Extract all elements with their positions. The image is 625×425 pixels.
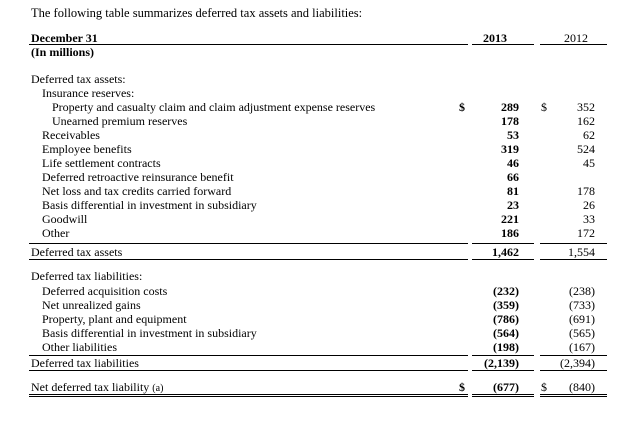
assets-subtotal-rule-2013 [472,243,534,244]
net-currency-2012: $ [541,380,547,394]
liability-row-2012: (565) [569,326,595,340]
liabilities-total-rule [29,370,468,371]
table-caption: The following table summarizes deferred … [31,6,363,20]
asset-row-2013: 23 [507,198,519,212]
liabilities-subtotal-rule-2012 [540,355,607,356]
asset-row-2013: 186 [501,226,519,240]
net-liability-footnote: (a) [152,383,164,394]
assets-section-title: Deferred tax assets: [31,72,126,86]
asset-row-2012: 33 [583,212,595,226]
assets-subtotal-rule-2012 [540,243,607,244]
insurance-reserves-subtitle: Insurance reserves: [42,86,135,100]
asset-row-2013: 81 [507,184,519,198]
asset-row-2012: 524 [577,142,595,156]
asset-row-2013: 221 [501,212,519,226]
assets-subtotal-rule [29,243,468,244]
assets-total-rule [29,259,468,260]
liability-row-label: Deferred acquisition costs [42,284,168,298]
liability-row-2013: (786) [493,312,519,326]
asset-row-2012: 62 [583,128,595,142]
asset-row-label: Life settlement contracts [42,156,161,170]
asset-row-label: Employee benefits [42,142,132,156]
asset-currency-2012: $ [541,100,547,114]
liability-row-2013: (359) [493,298,519,312]
assets-total-2012: 1,554 [568,245,595,259]
header-year-2012: 2012 [564,31,588,45]
liability-row-2013: (232) [493,284,519,298]
asset-row-label: Property and casualty claim and claim ad… [52,100,376,114]
asset-row-2012: 26 [583,198,595,212]
liability-row-2012: (167) [569,340,595,354]
liabilities-total-2013: (2,139) [484,356,519,370]
asset-row-label: Deferred retroactive reinsurance benefit [42,170,234,184]
net-double-rule [29,394,468,397]
liabilities-subtotal-rule-2013 [472,355,534,356]
liability-row-2013: (564) [493,326,519,340]
asset-row-2012: 172 [577,226,595,240]
net-double-rule-2013 [472,394,534,397]
net-value-2012: (840) [569,380,595,394]
assets-total-2013: 1,462 [492,245,519,259]
assets-total-label: Deferred tax assets [31,245,123,259]
liabilities-total-label: Deferred tax liabilities [31,356,139,370]
asset-row-2013: 66 [507,170,519,184]
header-rule-label [29,44,468,45]
net-liability-text: Net deferred tax liability [31,380,150,394]
net-value-2013: (677) [493,380,519,394]
net-liability-label: Net deferred tax liability (a) [31,380,163,396]
liabilities-subtotal-rule [29,355,468,356]
header-year-2013: 2013 [483,31,507,45]
header-in-millions: (In millions) [31,45,95,59]
asset-currency-2013: $ [459,100,465,114]
header-rule-2012 [540,44,607,45]
asset-row-2013: 319 [501,142,519,156]
net-double-rule-2012 [540,394,607,397]
liabilities-section-title: Deferred tax liabilities: [31,269,143,283]
liability-row-2012: (691) [569,312,595,326]
liability-row-label: Other liabilities [42,340,117,354]
header-december-31: December 31 [31,31,98,45]
asset-row-label: Unearned premium reserves [52,114,188,128]
asset-row-2012: 45 [583,156,595,170]
asset-row-label: Goodwill [42,212,88,226]
liability-row-label: Property, plant and equipment [42,312,187,326]
asset-row-2012: 162 [577,114,595,128]
liabilities-total-rule-2013 [472,370,534,371]
asset-row-2013: 46 [507,156,519,170]
asset-row-label: Net loss and tax credits carried forward [42,184,232,198]
liability-row-2012: (238) [569,284,595,298]
assets-total-rule-2012 [540,259,607,260]
asset-row-label: Receivables [42,128,100,142]
asset-row-label: Other [42,226,70,240]
liability-row-label: Basis differential in investment in subs… [42,326,257,340]
asset-row-2013: 178 [501,114,519,128]
asset-row-label: Basis differential in investment in subs… [42,198,257,212]
liabilities-total-2012: (2,394) [560,356,595,370]
assets-total-rule-2013 [472,259,534,260]
liability-row-label: Net unrealized gains [42,298,141,312]
liability-row-2013: (198) [493,340,519,354]
net-currency-2013: $ [459,380,465,394]
asset-row-2013: 289 [501,100,519,114]
header-rule-2013 [472,44,534,45]
liabilities-total-rule-2012 [540,370,607,371]
liability-row-2012: (733) [569,298,595,312]
asset-row-2012: 178 [577,184,595,198]
asset-row-2013: 53 [507,128,519,142]
asset-row-2012: 352 [577,100,595,114]
